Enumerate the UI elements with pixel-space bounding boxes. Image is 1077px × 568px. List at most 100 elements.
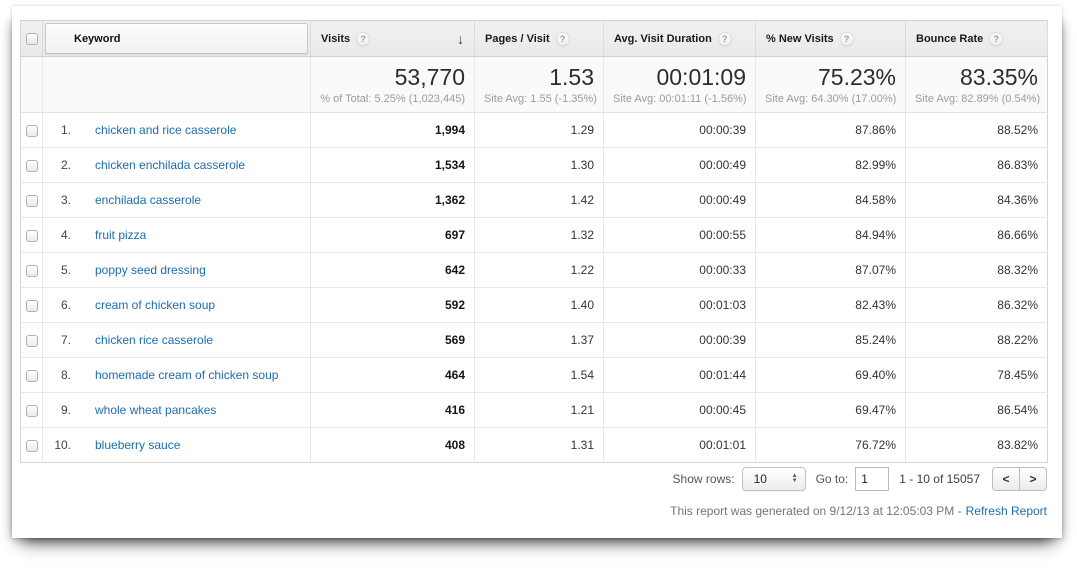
- table-row: 6. cream of chicken soup 592 1.40 00:01:0…: [20, 287, 1048, 323]
- summary-row: 53,770 % of Total: 5.25% (1,023,445) 1.5…: [20, 56, 1048, 113]
- keyword-link[interactable]: cream of chicken soup: [95, 298, 216, 312]
- column-label-duration: Avg. Visit Duration: [614, 32, 712, 45]
- summary-checkbox-cell: [20, 56, 43, 113]
- summary-visits-value: 53,770: [394, 63, 465, 90]
- new-visits-value: 82.43%: [755, 287, 906, 323]
- keyword-link[interactable]: chicken enchilada casserole: [95, 158, 246, 172]
- bounce-value: 83.82%: [905, 427, 1048, 463]
- column-header-visits[interactable]: Visits ? ↓: [310, 20, 475, 57]
- new-visits-value: 84.94%: [755, 217, 906, 253]
- new-visits-value: 87.86%: [755, 112, 906, 148]
- table-row: 1. chicken and rice casserole 1,994 1.29 …: [20, 112, 1048, 148]
- table-row: 7. chicken rice casserole 569 1.37 00:00:…: [20, 322, 1048, 358]
- duration-value: 00:01:03: [603, 287, 756, 323]
- column-header-avg-visit-duration[interactable]: Avg. Visit Duration ?: [603, 20, 756, 57]
- bounce-value: 88.52%: [905, 112, 1048, 148]
- keywords-table: Keyword Visits ? ↓ Pages / Visit ? Avg. …: [20, 20, 1048, 463]
- keyword-link[interactable]: blueberry sauce: [95, 438, 181, 452]
- new-visits-value: 84.58%: [755, 182, 906, 218]
- pages-value: 1.54: [474, 357, 604, 393]
- pages-value: 1.22: [474, 252, 604, 288]
- row-checkbox[interactable]: [25, 264, 38, 277]
- duration-value: 00:00:39: [603, 112, 756, 148]
- keyword-link[interactable]: homemade cream of chicken soup: [95, 368, 279, 382]
- new-visits-value: 87.07%: [755, 252, 906, 288]
- visits-value: 1,534: [434, 158, 465, 172]
- row-checkbox[interactable]: [25, 334, 38, 347]
- column-header-bounce-rate[interactable]: Bounce Rate ?: [905, 20, 1048, 57]
- row-rank: 7.: [60, 333, 71, 347]
- new-visits-value: 85.24%: [755, 322, 906, 358]
- chevron-left-icon: <: [1002, 472, 1010, 486]
- goto-page-input[interactable]: [855, 467, 890, 491]
- duration-value: 00:01:44: [603, 357, 756, 393]
- duration-value: 00:00:55: [603, 217, 756, 253]
- table-row: 4. fruit pizza 697 1.32 00:00:55 84.94% 8…: [20, 217, 1048, 253]
- new-visits-value: 82.99%: [755, 147, 906, 183]
- show-rows-label: Show rows:: [672, 472, 735, 486]
- next-page-button[interactable]: >: [1019, 467, 1047, 491]
- row-checkbox[interactable]: [25, 194, 38, 207]
- report-generated-line: This report was generated on 9/12/13 at …: [670, 504, 1047, 518]
- summary-duration-value: 00:01:09: [656, 63, 746, 90]
- pages-value: 1.32: [474, 217, 604, 253]
- summary-bounce-subtext: Site Avg: 82.89% (0.54%): [915, 92, 1041, 105]
- row-rank: 9.: [60, 403, 71, 417]
- table-row: 8. homemade cream of chicken soup 464 1.5…: [20, 357, 1048, 393]
- select-spinner-icon: ▲ ▼: [791, 473, 798, 484]
- help-icon[interactable]: ?: [717, 31, 732, 46]
- row-checkbox[interactable]: [25, 404, 38, 417]
- previous-page-button[interactable]: <: [992, 467, 1020, 491]
- summary-pages: 1.53 Site Avg: 1.55 (-1.35%): [474, 56, 604, 113]
- new-visits-value: 76.72%: [755, 427, 906, 463]
- pages-value: 1.30: [474, 147, 604, 183]
- visits-value: 569: [444, 333, 465, 347]
- pagination-bar: Show rows: 10 ▲ ▼ Go to: 1 - 10 of 15057…: [673, 467, 1047, 491]
- select-all-checkbox[interactable]: [25, 32, 38, 45]
- column-header-new-visits[interactable]: % New Visits ?: [755, 20, 906, 57]
- keyword-link[interactable]: chicken rice casserole: [95, 333, 214, 347]
- duration-value: 00:00:39: [603, 322, 756, 358]
- column-header-keyword: Keyword: [42, 20, 311, 57]
- summary-bounce-value: 83.35%: [959, 63, 1038, 90]
- summary-visits: 53,770 % of Total: 5.25% (1,023,445): [310, 56, 475, 113]
- help-icon[interactable]: ?: [839, 31, 854, 46]
- row-checkbox[interactable]: [25, 369, 38, 382]
- row-rank: 4.: [60, 228, 71, 242]
- row-checkbox[interactable]: [25, 159, 38, 172]
- row-checkbox[interactable]: [25, 439, 38, 452]
- keyword-link[interactable]: chicken and rice casserole: [95, 123, 237, 137]
- row-rank: 2.: [60, 158, 71, 172]
- summary-bounce: 83.35% Site Avg: 82.89% (0.54%): [905, 56, 1048, 113]
- summary-duration: 00:01:09 Site Avg: 00:01:11 (-1.56%): [603, 56, 756, 113]
- pages-value: 1.40: [474, 287, 604, 323]
- row-range-text: 1 - 10 of 15057: [899, 472, 980, 486]
- sort-descending-icon: ↓: [457, 30, 464, 47]
- keyword-link[interactable]: poppy seed dressing: [95, 263, 206, 277]
- pages-value: 1.29: [474, 112, 604, 148]
- primary-dimension-button[interactable]: Keyword: [45, 23, 308, 54]
- row-checkbox[interactable]: [25, 229, 38, 242]
- pages-value: 1.31: [474, 427, 604, 463]
- duration-value: 00:00:33: [603, 252, 756, 288]
- help-icon[interactable]: ?: [989, 31, 1004, 46]
- pagination-buttons: < >: [992, 467, 1047, 491]
- show-rows-select[interactable]: 10 ▲ ▼: [741, 467, 806, 491]
- select-all-cell: [20, 20, 43, 57]
- keyword-link[interactable]: enchilada casserole: [95, 193, 202, 207]
- goto-label: Go to:: [815, 472, 849, 486]
- column-header-pages-per-visit[interactable]: Pages / Visit ?: [474, 20, 604, 57]
- keyword-link[interactable]: whole wheat pancakes: [95, 403, 217, 417]
- keyword-link[interactable]: fruit pizza: [95, 228, 147, 242]
- duration-value: 00:00:49: [603, 147, 756, 183]
- row-rank: 6.: [60, 298, 71, 312]
- refresh-report-link[interactable]: Refresh Report: [965, 504, 1047, 518]
- row-rank: 1.: [60, 123, 71, 137]
- help-icon[interactable]: ?: [555, 31, 570, 46]
- row-checkbox[interactable]: [25, 124, 38, 137]
- help-icon[interactable]: ?: [356, 31, 371, 46]
- row-checkbox[interactable]: [25, 299, 38, 312]
- summary-new-visits-subtext: Site Avg: 64.30% (17.00%): [765, 92, 897, 105]
- bounce-value: 86.83%: [905, 147, 1048, 183]
- new-visits-value: 69.47%: [755, 392, 906, 428]
